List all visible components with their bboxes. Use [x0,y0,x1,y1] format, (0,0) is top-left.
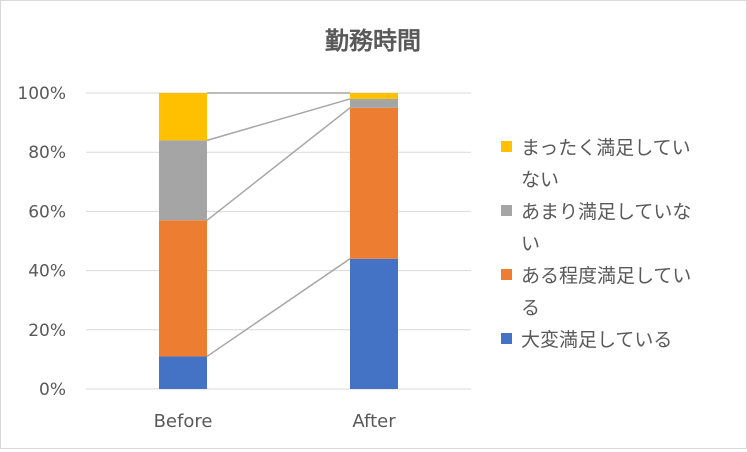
y-tick-label: 0% [39,380,66,400]
x-category-label: After [352,411,396,432]
y-tick-label: 80% [28,143,66,163]
legend-label: い [521,233,540,255]
bar-segment-0-1 [159,220,207,357]
legend-label: 大変満足している [521,329,672,351]
bar-segment-0-2 [159,140,207,221]
y-tick-label: 20% [28,321,66,341]
x-category-label: Before [154,411,213,432]
bar-segment-1-1 [350,107,398,259]
bar-segment-0-3 [159,93,207,141]
legend-swatch [501,205,512,216]
series-line-0 [206,258,351,358]
series-line-1 [206,107,351,221]
legend-label: あまり満足していな [521,201,691,223]
bar-segment-1-0 [350,258,398,389]
y-tick-label: 40% [28,262,66,282]
chart-title: 勤務時間 [325,27,421,55]
legend-label: ない [521,169,559,191]
legend-label: ある程度満足してい [521,265,691,287]
series-line-2 [206,98,351,142]
gridlines [86,92,471,390]
y-axis: 0% 20% 40% 60% 80% 100% [17,84,66,400]
legend-label: る [521,297,540,319]
legend-label: まったく満足してい [521,137,691,159]
bars [159,93,398,389]
y-tick-label: 100% [17,84,66,104]
x-axis: Before After [154,411,397,432]
bar-segment-1-2 [350,98,398,108]
legend-swatch [501,333,512,344]
y-tick-label: 60% [28,202,66,222]
legend-swatch [501,141,512,152]
bar-segment-1-3 [350,93,398,99]
series-lines [206,92,351,358]
legend-swatch [501,269,512,280]
bar-segment-0-0 [159,356,207,389]
